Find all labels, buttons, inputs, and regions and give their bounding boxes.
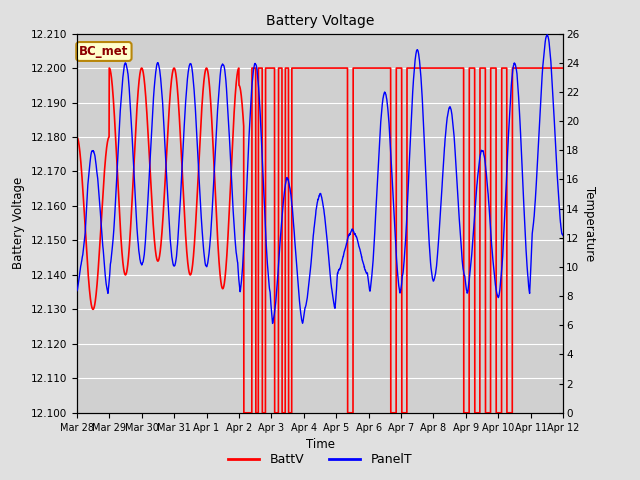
X-axis label: Time: Time [305, 438, 335, 451]
Y-axis label: Battery Voltage: Battery Voltage [12, 177, 25, 269]
Text: BC_met: BC_met [79, 45, 129, 58]
Y-axis label: Temperature: Temperature [583, 186, 596, 261]
Legend: BattV, PanelT: BattV, PanelT [223, 448, 417, 471]
Title: Battery Voltage: Battery Voltage [266, 14, 374, 28]
